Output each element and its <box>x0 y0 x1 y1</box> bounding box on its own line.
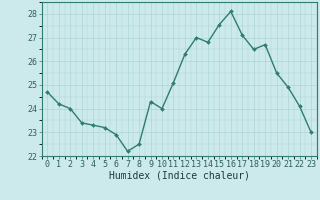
X-axis label: Humidex (Indice chaleur): Humidex (Indice chaleur) <box>109 171 250 181</box>
